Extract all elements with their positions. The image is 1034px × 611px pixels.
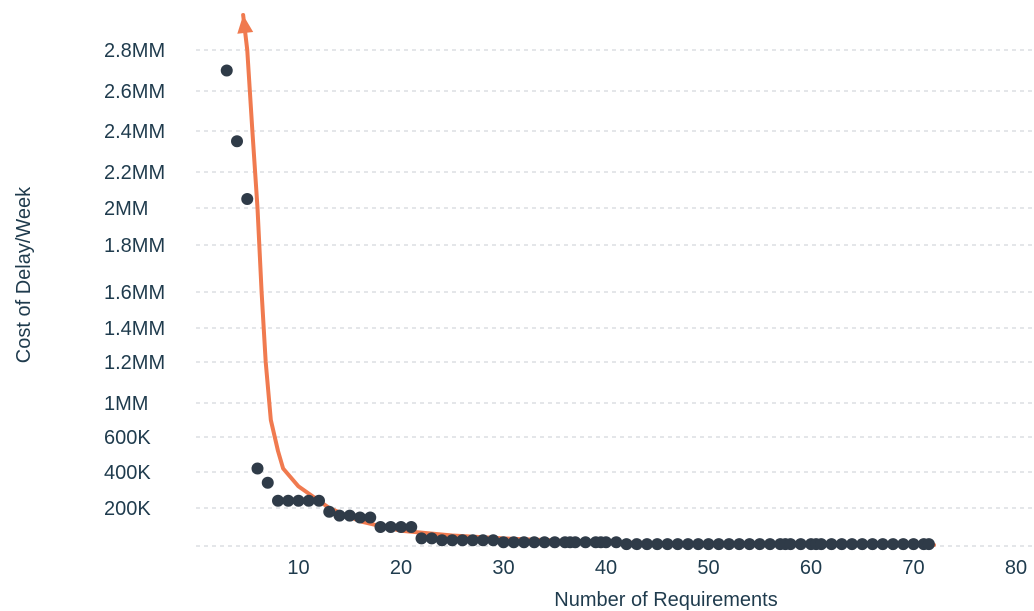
data-point (436, 534, 448, 547)
data-point (600, 536, 612, 549)
trend-line (241, 13, 936, 548)
data-point (374, 521, 387, 533)
data-point (784, 538, 797, 551)
data-point (292, 494, 305, 507)
data-point (876, 538, 889, 551)
data-point (835, 538, 848, 551)
y-axis-title: Cost of Delay/Week (13, 186, 35, 363)
data-point (846, 538, 858, 551)
data-point (682, 538, 694, 551)
data-point (251, 462, 264, 475)
x-tick-label: 50 (697, 557, 719, 579)
x-tick-label: 70 (902, 557, 924, 579)
data-point (272, 494, 284, 507)
y-tick-label: 200K (104, 498, 151, 520)
y-tick-label: 2.8MM (104, 40, 165, 62)
data-point (702, 538, 715, 551)
data-point (651, 538, 664, 551)
y-tick-label: 1.6MM (104, 282, 165, 304)
data-point (415, 532, 428, 545)
data-point (569, 536, 582, 549)
data-point (538, 536, 551, 549)
y-tick-label: 1.2MM (104, 352, 165, 374)
data-point (497, 536, 510, 549)
y-tick-label: 2.6MM (104, 81, 165, 103)
data-point (487, 534, 500, 547)
data-point (518, 536, 530, 549)
data-point (692, 538, 705, 551)
data-point (548, 536, 561, 549)
data-point (887, 538, 899, 551)
x-tick-label: 20 (390, 557, 412, 579)
data-point (866, 538, 879, 551)
data-point (302, 494, 315, 507)
data-point (712, 538, 725, 551)
data-point (907, 538, 920, 551)
data-point (425, 532, 438, 545)
y-tick-label: 2.2MM (104, 162, 165, 184)
y-tick-label: 1.4MM (104, 318, 165, 340)
data-point (641, 538, 653, 551)
data-point (354, 511, 366, 524)
data-point (261, 476, 274, 489)
data-point (661, 538, 674, 551)
data-point (333, 509, 346, 522)
x-tick-label: 60 (800, 557, 822, 579)
data-point (384, 521, 397, 533)
trendline (237, 13, 936, 548)
x-axis-ticks: 10 20 30 40 50 60 70 80 (287, 557, 1027, 579)
data-point (897, 538, 910, 551)
y-tick-label: 2MM (104, 198, 148, 220)
data-point (610, 536, 623, 549)
data-point (241, 193, 254, 205)
y-tick-label: 600K (104, 427, 151, 449)
x-tick-label: 10 (287, 557, 309, 579)
x-tick-label: 40 (595, 557, 617, 579)
data-point (364, 511, 377, 524)
data-point (231, 135, 243, 148)
data-point (815, 538, 828, 551)
data-point (323, 505, 336, 518)
data-point (466, 534, 479, 547)
data-point (764, 538, 776, 551)
data-point (922, 538, 935, 551)
data-point (282, 494, 295, 507)
data-point (620, 538, 633, 551)
trend-arrowhead (237, 15, 254, 34)
y-axis-ticks: 200K 400K 600K 1MM 1.2MM 1.4MM 1.6MM 1.8MM 2MM 2.… (104, 40, 165, 520)
y-tick-label: 2.4MM (104, 121, 165, 143)
data-point (528, 536, 541, 549)
data-point (753, 538, 766, 551)
x-tick-label: 30 (492, 557, 514, 579)
data-point (313, 494, 325, 507)
data-point (794, 538, 807, 551)
data-point (507, 536, 520, 549)
x-tick-label: 80 (1005, 557, 1027, 579)
y-tick-label: 400K (104, 462, 151, 484)
data-point (743, 538, 756, 551)
data-point (343, 509, 356, 522)
data-point (733, 538, 746, 551)
data-point (671, 538, 684, 551)
data-point (456, 534, 469, 547)
y-tick-label: 1MM (104, 393, 148, 415)
data-point (856, 538, 869, 551)
y-tick-label: 1.8MM (104, 235, 165, 257)
data-point (825, 538, 838, 551)
data-points (220, 64, 935, 551)
data-point (220, 64, 233, 77)
data-point (446, 534, 459, 547)
data-point (579, 536, 592, 549)
data-point (477, 534, 489, 547)
gridlines (196, 49, 1034, 547)
x-axis-title: Number of Requirements (554, 589, 777, 611)
data-point (723, 538, 735, 551)
data-point (630, 538, 643, 551)
data-point (405, 521, 418, 533)
data-point (395, 521, 407, 533)
